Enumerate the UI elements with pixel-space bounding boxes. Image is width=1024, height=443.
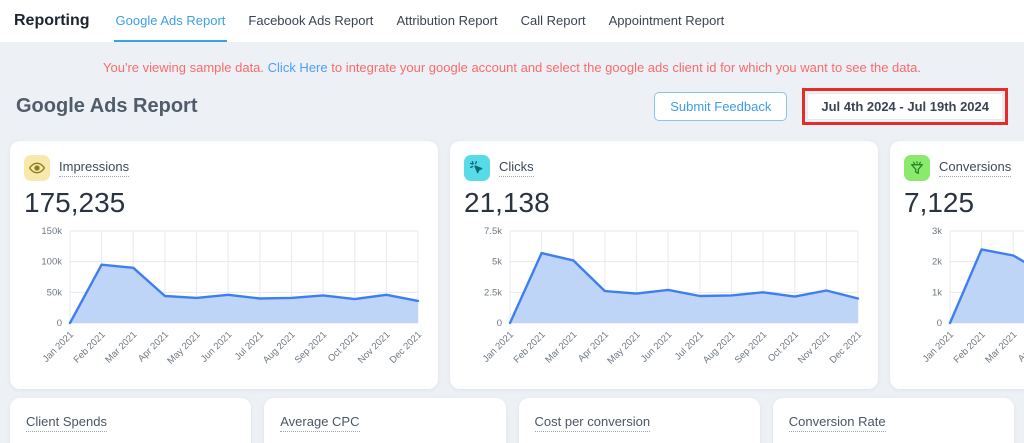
tab-attribution-report[interactable]: Attribution Report [396, 12, 498, 28]
header-actions: Submit Feedback Jul 4th 2024 - Jul 19th … [654, 88, 1008, 125]
eye-icon [24, 155, 50, 181]
svg-text:Nov 2021: Nov 2021 [796, 329, 833, 366]
click-icon [464, 155, 490, 181]
label-average-cpc[interactable]: Average CPC [280, 414, 360, 432]
svg-text:Jan 2021: Jan 2021 [921, 329, 956, 364]
label-client-spends[interactable]: Client Spends [26, 414, 107, 432]
card-head: Impressions [24, 155, 424, 181]
svg-text:3k: 3k [932, 226, 942, 237]
card-conversion-rate: Conversion Rate [772, 398, 1014, 443]
metric-value-impressions: 175,235 [24, 187, 126, 218]
svg-text:Aug 2021: Aug 2021 [261, 329, 298, 366]
date-range-picker[interactable]: Jul 4th 2024 - Jul 19th 2024 [807, 93, 1003, 120]
card-head: Clicks [464, 155, 864, 181]
svg-text:Jan 2021: Jan 2021 [41, 329, 76, 364]
svg-text:Sep 2021: Sep 2021 [733, 329, 770, 366]
svg-text:Feb 2021: Feb 2021 [952, 329, 988, 365]
svg-text:5k: 5k [492, 257, 502, 268]
notice-text: You're viewing sample data. [103, 60, 265, 75]
svg-text:0: 0 [937, 318, 942, 329]
card-cost-per-conversion: Cost per conversion [518, 398, 760, 443]
card-head: Conversions [904, 155, 1024, 181]
tab-appointment-report[interactable]: Appointment Report [608, 12, 725, 28]
metric-card-conversions: Conversions 7,125 0 1k 2k 3k Jan 2021 Feb 202… [890, 141, 1024, 389]
svg-text:Jan 2021: Jan 2021 [481, 329, 516, 364]
funnel-icon [904, 155, 930, 181]
top-bar: Reporting Google Ads Report Facebook Ads… [0, 0, 1024, 42]
metric-card-impressions: Impressions 175,235 0 50k 100k 150k Jan 2021… [10, 141, 438, 389]
metric-label-conversions[interactable]: Conversions [939, 159, 1012, 177]
svg-text:Mar 2021: Mar 2021 [103, 329, 139, 365]
sample-data-notice: You're viewing sample data. Click Here t… [0, 60, 1024, 75]
svg-text:Feb 2021: Feb 2021 [72, 329, 108, 365]
svg-text:Jun 2021: Jun 2021 [639, 329, 674, 364]
svg-text:Mar 2021: Mar 2021 [543, 329, 579, 365]
svg-text:Dec 2021: Dec 2021 [388, 329, 424, 366]
card-client-spends: Client Spends [10, 398, 252, 443]
date-range-highlight: Jul 4th 2024 - Jul 19th 2024 [802, 88, 1008, 125]
svg-text:150k: 150k [41, 226, 62, 237]
page-title: Google Ads Report [16, 95, 198, 117]
svg-text:0: 0 [497, 318, 502, 329]
metric-label-clicks[interactable]: Clicks [499, 159, 534, 177]
app-title: Reporting [14, 12, 90, 29]
metric-cards-row: Impressions 175,235 0 50k 100k 150k Jan 2021… [0, 141, 1024, 389]
secondary-cards-row: Client Spends Average CPC Cost per conve… [0, 398, 1024, 443]
svg-text:2.5k: 2.5k [484, 287, 502, 298]
metric-value-conversions: 7,125 [904, 187, 975, 218]
svg-text:Dec 2021: Dec 2021 [828, 329, 864, 366]
report-tabs: Google Ads Report Facebook Ads Report At… [113, 0, 727, 42]
metric-card-clicks: Clicks 21,138 0 2.5k 5k 7.5k Jan 2021 Feb 202… [450, 141, 878, 389]
svg-text:Jun 2021: Jun 2021 [199, 329, 234, 364]
metric-value-clicks: 21,138 [464, 187, 550, 218]
label-cost-per-conversion[interactable]: Cost per conversion [534, 414, 651, 432]
svg-text:7.5k: 7.5k [484, 226, 502, 237]
notice-text-suffix: to integrate your google account and sel… [331, 60, 921, 75]
svg-text:May 2021: May 2021 [165, 329, 202, 366]
tab-google-ads-report[interactable]: Google Ads Report [113, 0, 228, 42]
metric-label-impressions[interactable]: Impressions [59, 159, 130, 177]
page-header: Google Ads Report Submit Feedback Jul 4t… [0, 88, 1024, 125]
svg-text:Aug 2021: Aug 2021 [701, 329, 738, 366]
submit-feedback-button[interactable]: Submit Feedback [654, 92, 788, 121]
label-conversion-rate[interactable]: Conversion Rate [788, 414, 886, 432]
svg-text:Mar 2021: Mar 2021 [983, 329, 1019, 365]
svg-text:100k: 100k [41, 257, 62, 268]
svg-text:50k: 50k [47, 287, 63, 298]
svg-text:Feb 2021: Feb 2021 [512, 329, 548, 365]
tab-call-report[interactable]: Call Report [520, 12, 586, 28]
click-here-link[interactable]: Click Here [267, 60, 328, 75]
svg-text:0: 0 [57, 318, 62, 329]
svg-text:Nov 2021: Nov 2021 [356, 329, 393, 366]
svg-text:May 2021: May 2021 [605, 329, 642, 366]
tab-facebook-ads-report[interactable]: Facebook Ads Report [248, 12, 374, 28]
svg-text:Apr 2021: Apr 2021 [1016, 329, 1024, 364]
card-average-cpc: Average CPC [264, 398, 506, 443]
svg-text:2k: 2k [932, 257, 942, 268]
svg-text:Sep 2021: Sep 2021 [293, 329, 330, 366]
svg-text:1k: 1k [932, 287, 942, 298]
